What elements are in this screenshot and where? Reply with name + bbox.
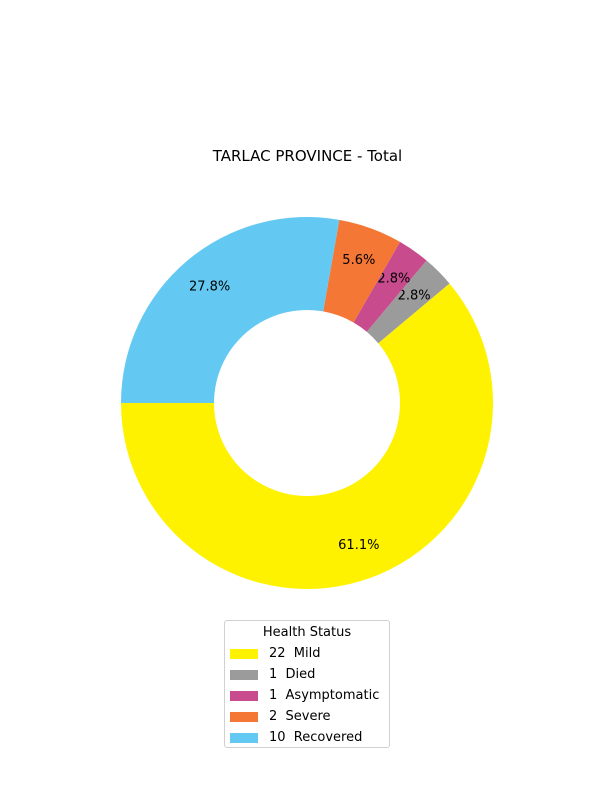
legend-swatch — [230, 648, 258, 659]
slice-pct-label: 2.8% — [398, 288, 431, 303]
slice-mild — [121, 283, 493, 589]
slice-pct-label: 5.6% — [342, 253, 375, 268]
legend-item: 1 Died — [225, 664, 389, 685]
legend: Health Status 22 Mild 1 Died 1 Asymptomati… — [224, 620, 390, 748]
legend-swatch — [230, 711, 258, 722]
legend-item: 2 Severe — [225, 706, 389, 727]
slice-recovered — [121, 217, 340, 403]
slice-asymptomatic — [353, 241, 427, 332]
legend-swatch — [230, 732, 258, 743]
legend-label: 1 Asymptomatic — [269, 688, 380, 703]
slice-pct-label: 61.1% — [338, 538, 379, 553]
legend-label: 1 Died — [269, 667, 316, 682]
legend-swatch — [230, 669, 258, 680]
legend-title: Health Status — [262, 625, 352, 640]
slice-pct-label: 2.8% — [377, 271, 410, 286]
legend-label: 22 Mild — [269, 646, 321, 661]
legend-label: 2 Severe — [269, 709, 331, 724]
slice-pct-label: 27.8% — [189, 279, 230, 294]
legend-swatch — [230, 690, 258, 701]
chart-title: TARLAC PROVINCE - Total — [212, 147, 403, 165]
legend-item: 22 Mild — [225, 643, 389, 664]
legend-item: 10 Recovered — [225, 727, 389, 748]
slice-died — [366, 260, 450, 344]
slice-severe — [323, 219, 400, 323]
legend-label: 10 Recovered — [269, 730, 363, 745]
legend-item: 1 Asymptomatic — [225, 685, 389, 706]
